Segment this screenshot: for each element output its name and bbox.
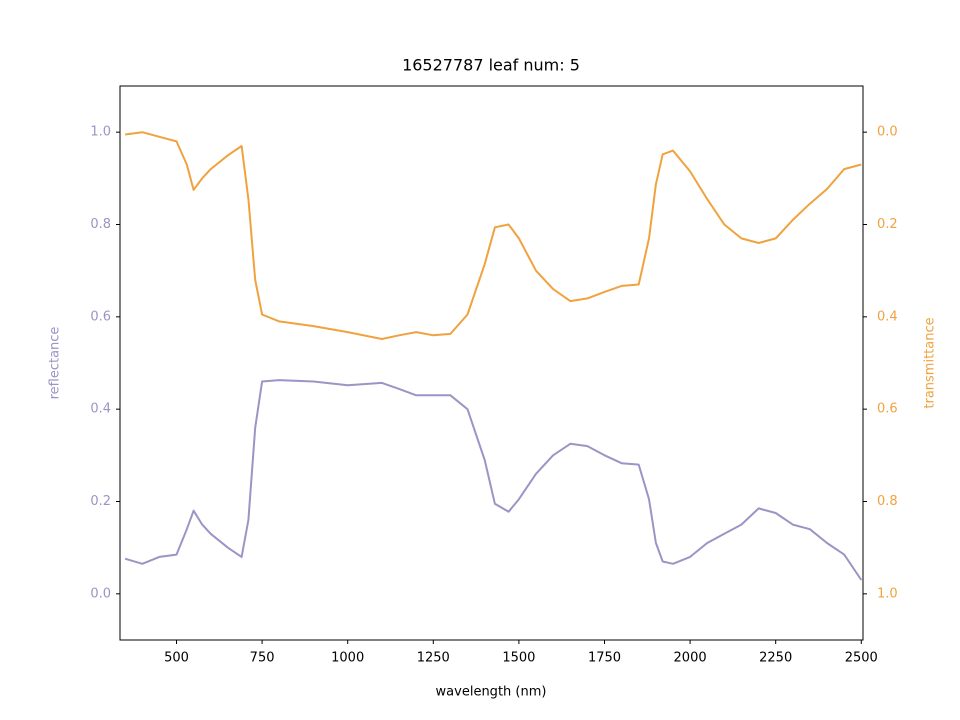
x-tick-label: 1250 bbox=[417, 651, 450, 666]
y2-tick-label: 0.8 bbox=[877, 494, 898, 509]
y-tick-label: 0.8 bbox=[90, 217, 111, 232]
x-tick-label: 1000 bbox=[331, 651, 364, 666]
series-line bbox=[124, 379, 863, 581]
y2-tick-label: 1.0 bbox=[877, 586, 898, 601]
y2-tick-label: 0.6 bbox=[877, 402, 898, 417]
y2-axis-label: transmittance bbox=[923, 317, 938, 408]
series-line bbox=[124, 131, 862, 340]
x-axis-label: wavelength (nm) bbox=[436, 685, 547, 700]
y2-tick-label: 0.4 bbox=[877, 309, 898, 324]
x-tick-label: 2250 bbox=[759, 651, 792, 666]
x-tick-label: 2000 bbox=[674, 651, 707, 666]
y-tick-label: 0.6 bbox=[90, 309, 111, 324]
plot-frame bbox=[119, 85, 864, 641]
y-axis-label: reflectance bbox=[48, 327, 63, 400]
y2-tick-label: 0.2 bbox=[877, 217, 898, 232]
x-tick-label: 1750 bbox=[588, 651, 621, 666]
y-tick-label: 0.2 bbox=[90, 494, 111, 509]
x-tick-label: 500 bbox=[164, 651, 189, 666]
y2-tick-label: 0.0 bbox=[877, 125, 898, 140]
x-tick-label: 1500 bbox=[502, 651, 535, 666]
x-tick-label: 2500 bbox=[845, 651, 878, 666]
chart-title: 16527787 leaf num: 5 bbox=[402, 56, 580, 75]
y-tick-label: 0.4 bbox=[90, 402, 111, 417]
y-tick-label: 1.0 bbox=[90, 125, 111, 140]
y-tick-label: 0.0 bbox=[90, 586, 111, 601]
x-tick-label: 750 bbox=[250, 651, 275, 666]
